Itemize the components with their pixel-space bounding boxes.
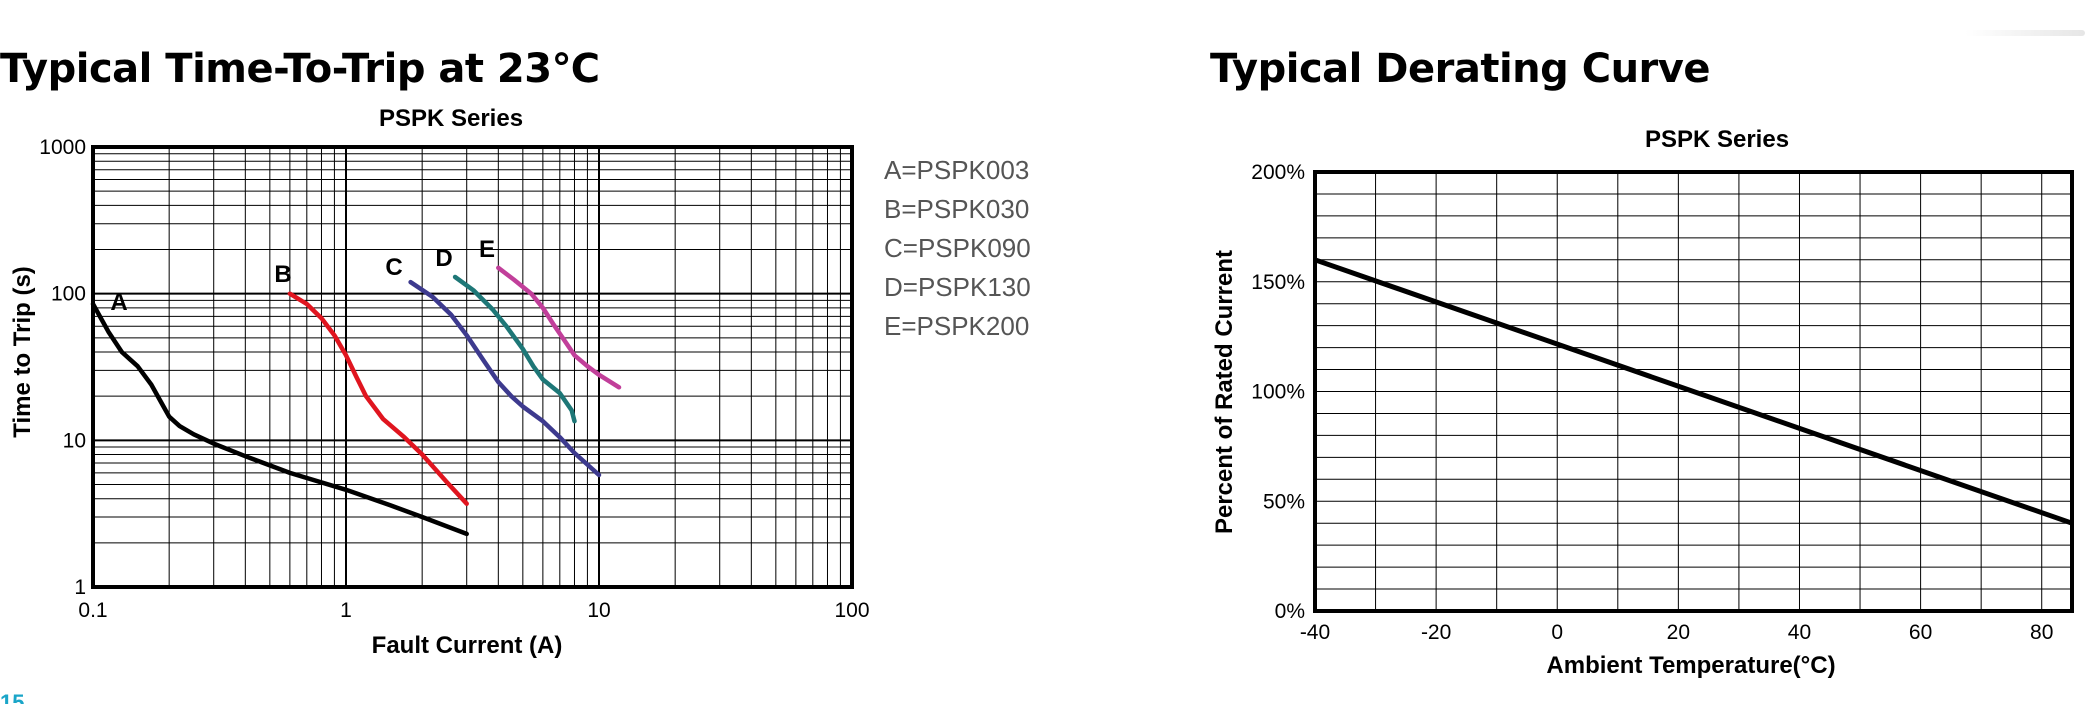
series-label-e: E (479, 236, 495, 263)
time-to-trip-heading: Typical Time-To-Trip at 23℃ (0, 46, 600, 92)
series-line-d (452, 274, 577, 424)
y-tick-label: 200% (1251, 161, 1305, 184)
x-tick-label: 0 (1551, 621, 1563, 644)
series-label-b: B (274, 261, 291, 288)
series-line-e (496, 265, 622, 390)
x-tick-label: 40 (1788, 621, 1811, 644)
x-axis-title: Fault Current (A) (372, 632, 563, 659)
x-tick-label: 0.1 (78, 599, 107, 622)
plot-frame (1313, 170, 2074, 613)
series-label-d: D (435, 245, 452, 272)
legend-entry: A=PSPK003 (884, 155, 1029, 185)
derating-grid (1315, 172, 2072, 611)
plot-frame (91, 145, 854, 589)
x-tick-label: 100 (834, 599, 869, 622)
legend-entry: E=PSPK200 (884, 311, 1029, 341)
legend-entry: B=PSPK030 (884, 194, 1029, 224)
series-label-c: C (385, 254, 402, 281)
y-tick-label: 0% (1275, 600, 1305, 623)
series-line-c (408, 279, 602, 478)
x-tick-label: 20 (1667, 621, 1690, 644)
series-label-a: A (110, 289, 127, 316)
x-tick-label: 80 (2030, 621, 2053, 644)
page-number: 15 (0, 692, 34, 704)
series-line-a (90, 301, 469, 537)
y-axis-title: Time to Trip (s) (9, 266, 36, 438)
derating-line (1314, 257, 2073, 526)
y-tick-label: 100% (1251, 381, 1305, 404)
y-tick-label: 100 (51, 283, 86, 306)
y-tick-label: 50% (1263, 490, 1305, 513)
y-tick-label: 1 (74, 576, 86, 599)
x-tick-label: 10 (587, 599, 610, 622)
chart-title: PSPK Series (1645, 126, 1789, 153)
x-tick-label: -40 (1300, 621, 1330, 644)
time-to-trip-grid (92, 147, 852, 588)
x-tick-label: 60 (1909, 621, 1932, 644)
chart-title: PSPK Series (379, 105, 523, 132)
y-axis-title: Percent of Rated Current (1211, 250, 1238, 534)
legend-entry: C=PSPK090 (884, 233, 1031, 263)
derating-curve-heading: Typical Derating Curve (1210, 46, 1710, 92)
x-tick-label: 1 (340, 599, 352, 622)
x-axis-title: Ambient Temperature(°C) (1546, 652, 1835, 679)
corner-decoration (1965, 30, 2085, 36)
series-line-b (287, 291, 469, 506)
legend-entry: D=PSPK130 (884, 272, 1031, 302)
x-tick-label: -20 (1421, 621, 1451, 644)
y-tick-label: 150% (1251, 271, 1305, 294)
y-tick-label: 1000 (39, 136, 86, 159)
y-tick-label: 10 (63, 429, 86, 452)
